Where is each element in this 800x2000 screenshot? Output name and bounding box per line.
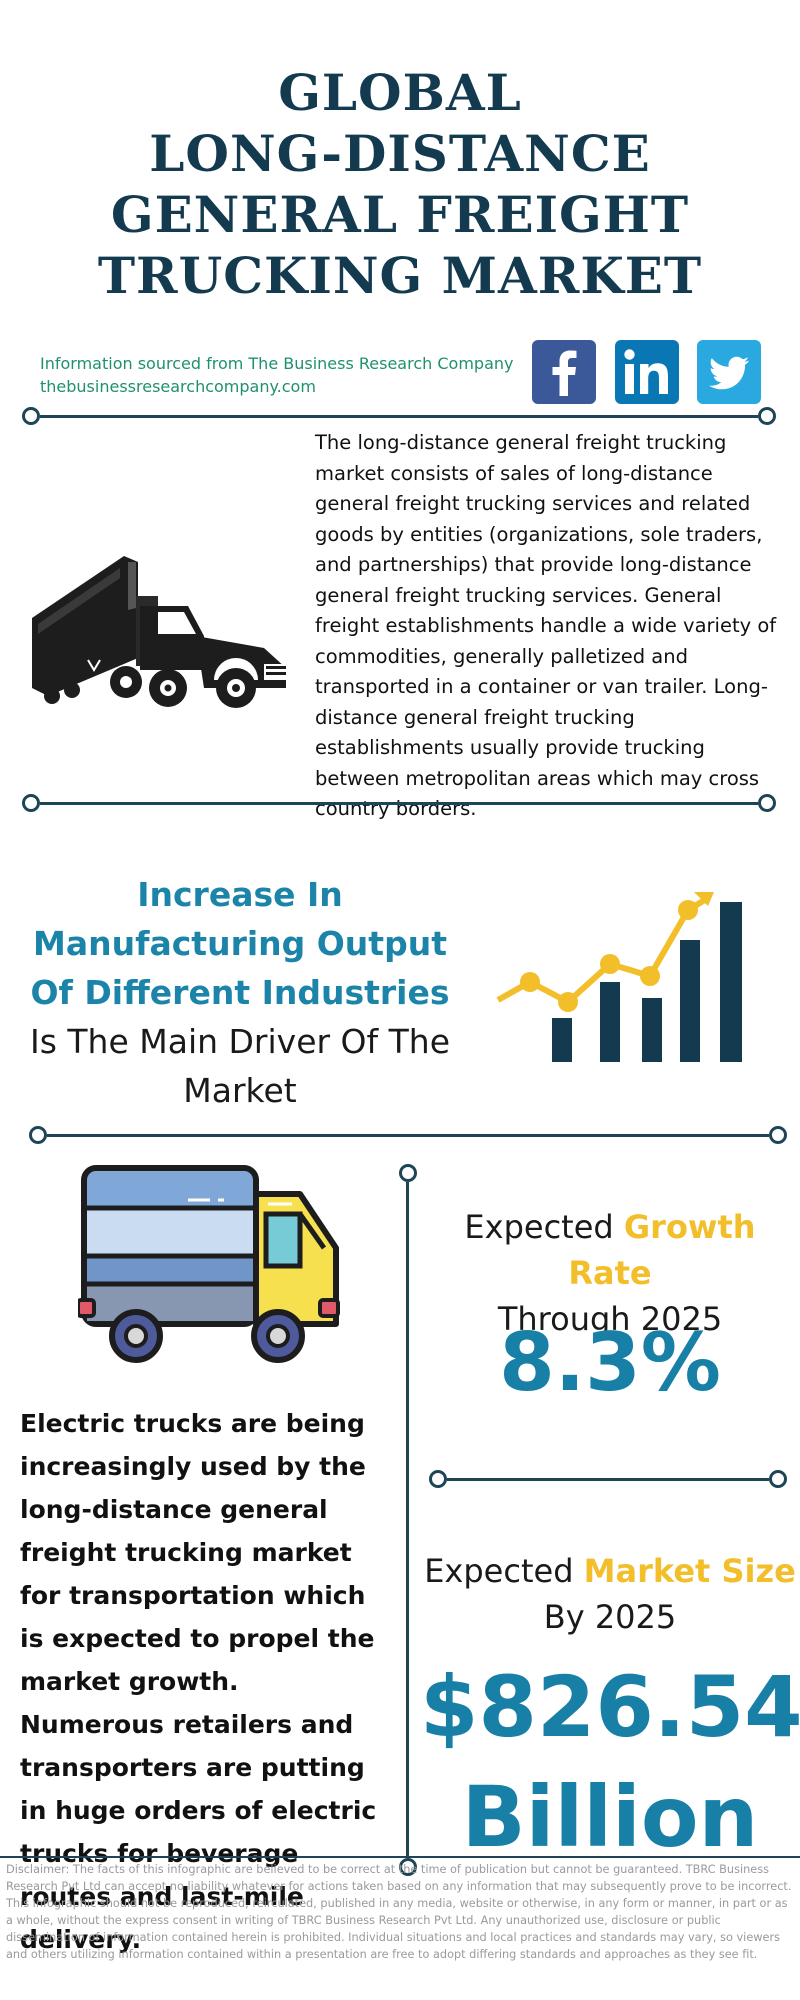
divider-dot xyxy=(769,1126,787,1144)
semi-truck-illustration xyxy=(28,548,294,718)
size-label-prefix: Expected xyxy=(424,1552,584,1590)
title-line-3: GENERAL FREIGHT xyxy=(110,185,690,244)
title-line-2: LONG-DISTANCE xyxy=(149,124,651,183)
driver-rest: Is The Main Driver Of The Market xyxy=(29,1022,451,1110)
growth-label-prefix: Expected xyxy=(464,1208,624,1246)
market-size-value: $826.54 Billion xyxy=(420,1652,800,1872)
growth-rate-value: 8.3% xyxy=(499,1316,721,1409)
market-size-label: Expected Market Size By 2025 xyxy=(420,1548,800,1640)
growth-chart-icon xyxy=(494,888,754,1068)
growth-rate-label: Expected Growth Rate Through 2025 xyxy=(420,1204,800,1342)
driver-highlight: Increase In Manufacturing Output Of Diff… xyxy=(30,875,450,1012)
divider-dot xyxy=(429,1470,447,1488)
title-line-4: TRUCKING MARKET xyxy=(97,246,703,305)
intro-paragraph: The long-distance general freight trucki… xyxy=(315,431,777,820)
divider-dot xyxy=(758,407,776,425)
source-info: Information sourced from The Business Re… xyxy=(40,352,513,398)
divider-dot xyxy=(399,1164,417,1182)
twitter-icon[interactable] xyxy=(697,340,761,404)
divider-dot xyxy=(758,794,776,812)
market-size-amount: $826.54 xyxy=(420,1658,800,1756)
size-label-accent: Market Size xyxy=(583,1552,796,1590)
source-line: Information sourced from The Business Re… xyxy=(40,354,514,373)
growth-label-suffix: Through 2025 xyxy=(497,1300,723,1338)
page-title: GLOBAL LONG-DISTANCE GENERAL FREIGHT TRU… xyxy=(0,62,800,306)
divider-line xyxy=(47,1134,769,1137)
divider-dot xyxy=(22,794,40,812)
footer-divider xyxy=(0,1856,800,1858)
market-size-unit: Billion xyxy=(461,1768,759,1866)
electric-trucks-paragraph: Electric trucks are being increasingly u… xyxy=(20,1409,377,1954)
divider-line xyxy=(40,802,758,805)
vertical-divider-line xyxy=(406,1182,409,1858)
divider-dot xyxy=(399,1858,417,1876)
divider-line xyxy=(447,1478,769,1481)
divider-line xyxy=(40,415,758,418)
divider-dot xyxy=(29,1126,47,1144)
divider-dot xyxy=(769,1470,787,1488)
facebook-icon[interactable] xyxy=(532,340,596,404)
disclaimer: Disclaimer: The facts of this infographi… xyxy=(6,1863,792,1961)
title-line-1: GLOBAL xyxy=(278,63,522,122)
linkedin-icon[interactable] xyxy=(615,340,679,404)
divider-dot xyxy=(22,407,40,425)
size-label-suffix: By 2025 xyxy=(543,1598,677,1636)
source-url[interactable]: thebusinessresearchcompany.com xyxy=(40,377,316,396)
growth-label-accent: Growth Rate xyxy=(568,1208,756,1292)
market-driver-statement: Increase In Manufacturing Output Of Diff… xyxy=(20,870,460,1115)
delivery-truck-illustration xyxy=(76,1162,342,1370)
